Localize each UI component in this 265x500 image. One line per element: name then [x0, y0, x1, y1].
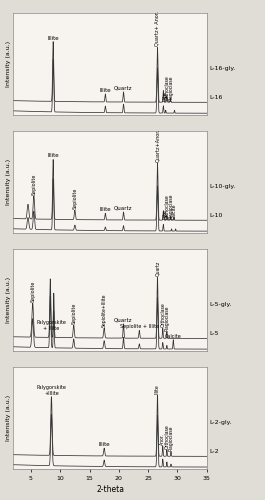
Text: L-16: L-16	[209, 94, 222, 100]
Y-axis label: Intensity (a.u.): Intensity (a.u.)	[6, 276, 11, 323]
Text: Sepiolite: Sepiolite	[31, 173, 36, 195]
Text: Orthoclase: Orthoclase	[165, 75, 170, 100]
Text: L-5: L-5	[209, 331, 219, 336]
Text: Plagioclase: Plagioclase	[164, 306, 169, 331]
Text: Orthoclase: Orthoclase	[165, 194, 170, 218]
Y-axis label: Intensity (a.u.): Intensity (a.u.)	[6, 394, 11, 440]
Text: Palygorskite
+ Illite: Palygorskite + Illite	[37, 320, 66, 331]
Y-axis label: Intensity (a.u.): Intensity (a.u.)	[6, 158, 11, 205]
Text: Plagioclase: Plagioclase	[169, 426, 174, 451]
Text: Plagioclase: Plagioclase	[169, 193, 174, 218]
Text: Illite: Illite	[162, 210, 167, 219]
Text: Quartz: Quartz	[114, 86, 133, 91]
Text: L-2: L-2	[209, 449, 219, 454]
Text: Quartz: Quartz	[114, 206, 133, 211]
Text: Sepiolite+Illite: Sepiolite+Illite	[102, 294, 107, 327]
Text: Sepiolite: Sepiolite	[72, 188, 77, 209]
Text: Calcite: Calcite	[172, 203, 177, 218]
Text: Quartz+Anor.: Quartz+Anor.	[155, 129, 160, 162]
Text: Orthoclase: Orthoclase	[164, 424, 169, 448]
Text: Orthoclase: Orthoclase	[160, 302, 165, 327]
X-axis label: 2-theta: 2-theta	[96, 486, 124, 494]
Text: Sepiolite: Sepiolite	[71, 302, 76, 324]
Text: Quartz+ Anor.: Quartz+ Anor.	[155, 12, 160, 46]
Text: Quartz: Quartz	[114, 318, 133, 323]
Y-axis label: Intensity (a.u.): Intensity (a.u.)	[6, 41, 11, 87]
Text: L-16-gly.: L-16-gly.	[209, 66, 235, 71]
Text: L-5-gly.: L-5-gly.	[209, 302, 231, 307]
Text: Plagioclase: Plagioclase	[169, 75, 174, 100]
Text: Illite: Illite	[162, 92, 167, 101]
Text: Illite: Illite	[100, 207, 111, 212]
Text: Illite: Illite	[47, 36, 59, 41]
Text: Anor.: Anor.	[160, 434, 165, 445]
Text: L-10-gly.: L-10-gly.	[209, 184, 235, 189]
Text: Calcite: Calcite	[165, 334, 182, 338]
Text: Quartz: Quartz	[155, 261, 160, 276]
Text: L-10: L-10	[209, 213, 222, 218]
Text: Palygorskite
+Illite: Palygorskite +Illite	[37, 385, 66, 396]
Text: Illite: Illite	[47, 154, 59, 158]
Text: Illite: Illite	[100, 88, 111, 93]
Text: Illite: Illite	[98, 442, 110, 447]
Text: Sepiolite: Sepiolite	[30, 280, 35, 302]
Text: L-2-gly.: L-2-gly.	[209, 420, 232, 425]
Text: Sepiolite + Illite: Sepiolite + Illite	[120, 324, 159, 330]
Text: Illite: Illite	[155, 384, 160, 394]
